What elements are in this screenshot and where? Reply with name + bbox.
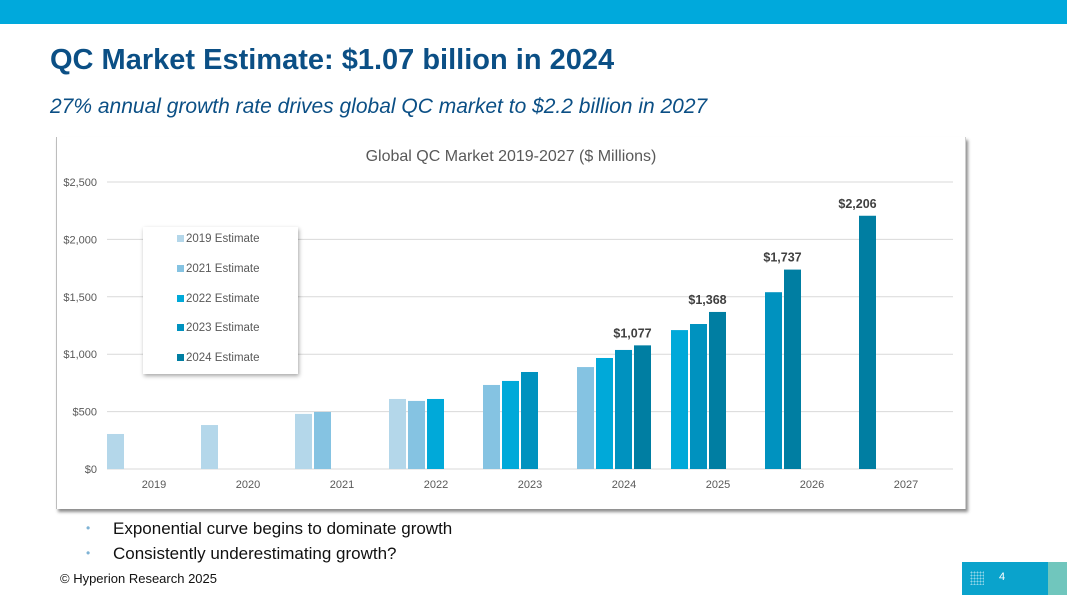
data-label: $2,206 [838,197,876,211]
legend-label: 2022 Estimate [186,293,260,305]
chart-title: Global QC Market 2019-2027 ($ Millions) [366,148,657,165]
y-axis-ticks: $0 $500 $1,000 $1,500 $2,000 $2,500 [63,177,97,476]
bar [427,398,444,469]
bar [502,380,519,469]
bar-chart: Global QC Market 2019-2027 ($ Millions) … [63,148,953,491]
data-label: $1,737 [763,251,801,265]
x-tick-label: 2025 [706,479,730,491]
bullet-item: • Exponential curve begins to dominate gr… [86,516,452,541]
data-labels: $1,077 $1,368 $1,737 $2,206 [613,197,876,341]
bar [483,384,500,469]
bar [690,324,707,469]
bullet-text: Consistently underestimating growth? [113,544,397,563]
bar [596,357,613,469]
legend-item: 2023 Estimate [177,322,260,334]
legend-item: 2022 Estimate [177,293,260,305]
legend-item: 2024 Estimate [177,352,260,364]
legend-item: 2019 Estimate [177,233,260,245]
bar [671,330,688,469]
page-tab-accent [1048,562,1067,595]
page-number-tab: 4 [962,562,1048,595]
page-number: 4 [999,571,1006,583]
bullet-icon: • [86,521,91,535]
legend-swatch [177,265,184,272]
bar [859,215,876,469]
top-banner [0,0,1067,24]
x-axis-ticks: 2019 2020 2021 2022 2023 2024 2025 2026 2027 [142,479,918,491]
y-tick-label: $1,500 [63,292,97,304]
legend-label: 2024 Estimate [186,352,260,364]
x-tick-label: 2027 [894,479,918,491]
y-tick-label: $2,000 [63,234,97,246]
legend-label: 2019 Estimate [186,233,260,245]
data-label: $1,368 [688,293,726,307]
bar [577,367,594,469]
legend-label: 2023 Estimate [186,322,260,334]
bullet-item: • Consistently underestimating growth? [86,541,452,566]
legend-swatch [177,354,184,361]
x-tick-label: 2023 [518,479,542,491]
legend-label: 2021 Estimate [186,263,260,275]
bar [634,345,651,469]
legend-item: 2021 Estimate [177,263,260,275]
x-tick-label: 2019 [142,479,166,491]
bullet-list: • Exponential curve begins to dominate gr… [86,516,452,566]
x-tick-label: 2020 [236,479,260,491]
bar [615,349,632,469]
y-tick-label: $0 [85,464,97,476]
bar [709,311,726,469]
dot-grid-icon [970,571,984,585]
bullet-icon: • [86,546,91,560]
bar [107,433,124,469]
bullet-text: Exponential curve begins to dominate gro… [113,519,453,538]
bar [784,269,801,469]
copyright-footer: © Hyperion Research 2025 [60,571,217,586]
bar [408,400,425,469]
x-tick-label: 2021 [330,479,354,491]
bar [521,371,538,469]
y-tick-label: $1,000 [63,349,97,361]
x-tick-label: 2026 [800,479,824,491]
legend-swatch [177,235,184,242]
bar [295,413,312,469]
slide-title: QC Market Estimate: $1.07 billion in 202… [50,44,615,76]
x-tick-label: 2024 [612,479,636,491]
bar [389,398,406,469]
bars [107,215,876,469]
y-tick-label: $2,500 [63,177,97,189]
chart-legend: 2019 Estimate 2021 Estimate 2022 Estimat… [143,227,298,374]
bar [201,425,218,469]
bar [765,292,782,469]
slide-subtitle: 27% annual growth rate drives global QC … [50,95,708,118]
data-label: $1,077 [613,326,651,340]
y-tick-label: $500 [73,407,97,419]
bar [314,411,331,469]
x-tick-label: 2022 [424,479,448,491]
legend-swatch [177,295,184,302]
legend-swatch [177,324,184,331]
